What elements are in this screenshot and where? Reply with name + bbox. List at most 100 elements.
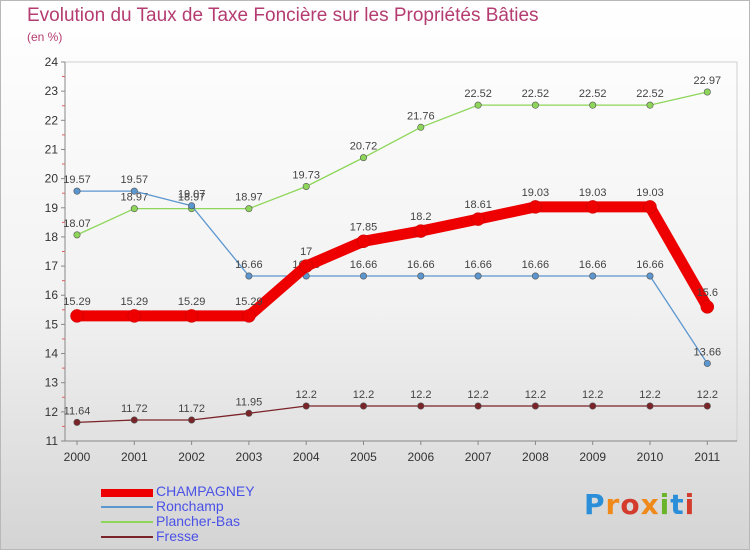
data-point-champagney — [700, 300, 715, 314]
data-point-plancher-bas — [130, 205, 138, 213]
y-tick-label: 13 — [45, 376, 59, 390]
data-point-plancher-bas — [646, 101, 654, 109]
data-label-fresse: 12.2 — [525, 389, 546, 401]
logo-letter: i — [659, 488, 671, 521]
data-label-fresse: 11.64 — [64, 405, 91, 417]
data-point-fresse — [703, 402, 711, 410]
data-point-champagney — [242, 309, 256, 323]
data-label-fresse: 11.95 — [236, 396, 263, 408]
logo-letter: x — [640, 488, 660, 521]
x-tick-label: 2010 — [637, 450, 664, 464]
y-tick-label: 24 — [45, 55, 59, 69]
data-label-fresse: 12.2 — [295, 389, 316, 401]
y-tick-label: 23 — [45, 84, 59, 98]
series-line-ronchamp — [76, 190, 708, 365]
y-tick-label: 11 — [46, 434, 59, 448]
data-point-fresse — [531, 402, 539, 410]
logo-letter: P — [584, 488, 606, 521]
y-tick-label: 20 — [45, 172, 59, 186]
x-tick-label: 2009 — [579, 450, 606, 464]
x-tick-label: 2008 — [522, 450, 549, 464]
data-label-plancher-bas: 22.52 — [522, 88, 550, 100]
data-label-plancher-bas: 22.97 — [694, 75, 722, 87]
x-tick-label: 2001 — [121, 450, 148, 464]
proxiti-logo: Proxiti — [584, 488, 695, 521]
legend-label-fresse: Fresse — [156, 528, 199, 544]
data-point-plancher-bas — [245, 205, 253, 213]
data-label-champagney: 19.03 — [579, 187, 607, 199]
data-label-fresse: 11.72 — [178, 403, 205, 415]
data-point-plancher-bas — [417, 123, 425, 131]
data-point-champagney — [414, 224, 428, 238]
x-tick-label: 2011 — [694, 450, 720, 464]
data-label-ronchamp: 16.66 — [522, 259, 550, 271]
data-label-champagney: 18.61 — [464, 199, 492, 211]
x-tick-label: 2006 — [407, 450, 434, 464]
data-label-fresse: 12.2 — [353, 389, 374, 401]
data-label-ronchamp: 16.66 — [235, 259, 263, 271]
series-line-plancher-bas — [76, 91, 708, 236]
data-point-champagney — [585, 200, 600, 214]
data-point-ronchamp — [130, 187, 138, 195]
series-line-fresse — [76, 405, 708, 423]
legend-label-plancher-bas: Plancher-Bas — [156, 513, 241, 529]
data-point-fresse — [474, 402, 482, 410]
y-tick-label: 18 — [45, 230, 59, 244]
data-label-fresse: 12.2 — [467, 389, 488, 401]
data-label-plancher-bas: 22.52 — [464, 88, 492, 100]
data-point-fresse — [188, 416, 196, 424]
logo-letter: o — [620, 488, 641, 521]
data-point-champagney — [70, 309, 84, 323]
x-tick-label: 2002 — [178, 450, 205, 464]
data-point-ronchamp — [589, 272, 597, 280]
y-tick-label: 19 — [45, 201, 59, 215]
data-label-plancher-bas: 18.97 — [178, 192, 206, 204]
data-label-ronchamp: 16.66 — [464, 259, 492, 271]
y-tick-label: 21 — [45, 142, 59, 156]
data-label-plancher-bas: 22.52 — [579, 88, 607, 100]
data-point-ronchamp — [188, 202, 196, 210]
data-point-fresse — [73, 418, 81, 426]
data-label-fresse: 12.2 — [582, 389, 603, 401]
data-label-plancher-bas: 22.52 — [636, 88, 664, 100]
y-tick-label: 15 — [45, 317, 59, 331]
data-point-champagney — [356, 234, 371, 249]
data-point-ronchamp — [531, 272, 539, 280]
data-point-fresse — [589, 402, 597, 410]
data-label-fresse: 11.72 — [121, 403, 148, 415]
y-unit-label: (en %) — [27, 30, 63, 44]
data-label-plancher-bas: 18.07 — [63, 218, 91, 230]
x-tick-label: 2007 — [465, 450, 492, 464]
data-label-plancher-bas: 18.97 — [121, 192, 149, 204]
data-point-champagney — [299, 259, 313, 273]
logo-letter: i — [684, 488, 696, 521]
data-point-plancher-bas — [589, 101, 597, 109]
data-point-ronchamp — [703, 359, 711, 367]
data-label-ronchamp: 16.66 — [407, 259, 435, 271]
data-label-plancher-bas: 19.73 — [292, 169, 320, 181]
legend-swatch-champagney — [101, 489, 153, 497]
data-point-plancher-bas — [703, 88, 711, 96]
data-point-fresse — [245, 409, 253, 417]
data-point-fresse — [417, 402, 425, 410]
data-label-champagney: 18.2 — [410, 211, 431, 223]
data-point-fresse — [646, 402, 654, 410]
data-label-ronchamp: 16.66 — [636, 259, 664, 271]
data-point-champagney — [471, 212, 485, 226]
plot-area — [64, 61, 738, 442]
data-point-fresse — [359, 402, 367, 410]
y-tick-label: 22 — [45, 113, 59, 127]
x-tick-label: 2005 — [350, 450, 377, 464]
logo-letter: t — [670, 488, 685, 521]
data-label-plancher-bas: 21.76 — [407, 110, 435, 122]
data-label-champagney: 15.6 — [697, 287, 718, 299]
x-tick-label: 2000 — [64, 450, 91, 464]
legend-label-ronchamp: Ronchamp — [156, 498, 224, 514]
data-point-ronchamp — [73, 187, 81, 195]
data-point-plancher-bas — [474, 101, 482, 109]
series-line-champagney — [71, 201, 713, 322]
chart-title: Evolution du Taux de Taxe Foncière sur l… — [27, 5, 539, 26]
data-label-fresse: 12.2 — [697, 389, 718, 401]
legend-swatch-ronchamp — [101, 506, 153, 508]
